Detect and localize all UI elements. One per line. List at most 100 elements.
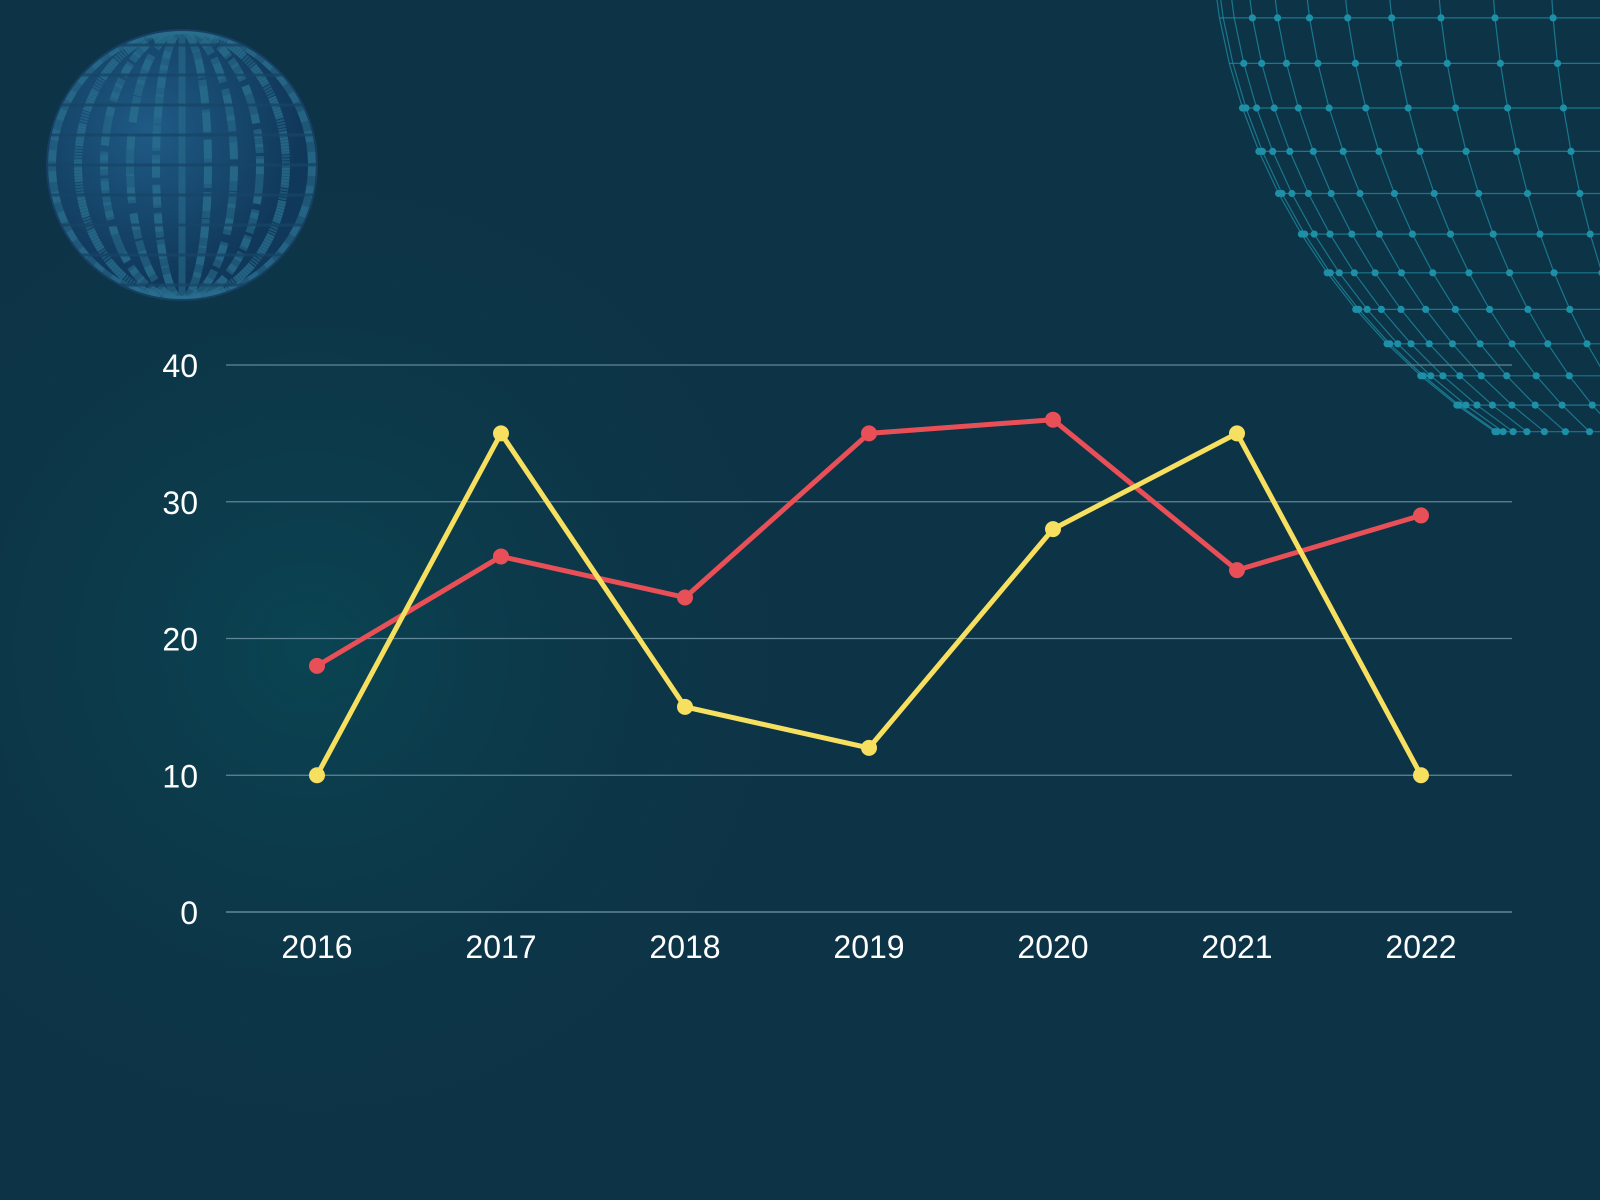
- series-1-point: [677, 589, 693, 606]
- mesh-node: [1351, 59, 1359, 67]
- mesh-node: [1253, 104, 1261, 112]
- x-tick-label: 2018: [649, 929, 720, 965]
- x-tick-label: 2016: [281, 929, 352, 965]
- mesh-node: [1503, 372, 1511, 380]
- mesh-node: [1549, 14, 1557, 22]
- y-tick-label: 20: [162, 622, 198, 658]
- series-1-point: [1229, 562, 1245, 579]
- mesh-node: [1550, 269, 1558, 277]
- mesh-node: [1446, 230, 1455, 238]
- y-tick-label: 40: [162, 348, 198, 384]
- mesh-node: [1576, 189, 1584, 198]
- mesh-node: [1513, 147, 1521, 155]
- mesh-node: [1278, 189, 1286, 198]
- mesh-node: [1540, 428, 1548, 436]
- mesh-node: [1419, 372, 1427, 380]
- mesh-node: [1506, 269, 1514, 277]
- mesh-node: [1362, 104, 1370, 112]
- mesh-node: [1588, 401, 1596, 409]
- mesh-node: [1240, 59, 1248, 67]
- series-2-point: [1413, 767, 1429, 784]
- mesh-node: [1465, 269, 1473, 277]
- mesh-node: [1475, 189, 1483, 198]
- mesh-node: [1448, 340, 1456, 348]
- mesh-node: [1509, 428, 1517, 436]
- mesh-node: [1386, 340, 1394, 348]
- mesh-node: [1536, 230, 1544, 238]
- mesh-node: [1499, 428, 1507, 436]
- series-2-point: [1229, 425, 1245, 442]
- mesh-node: [1248, 14, 1256, 22]
- mesh-node: [1339, 147, 1347, 155]
- mesh-node: [1473, 401, 1481, 409]
- mesh-node: [1566, 305, 1574, 313]
- mesh-node: [1371, 269, 1379, 277]
- circuit-globe-icon: [46, 29, 318, 301]
- mesh-node: [1585, 428, 1594, 436]
- mesh-node: [1427, 372, 1435, 380]
- mesh-node: [1559, 104, 1568, 112]
- x-tick-label: 2017: [465, 929, 536, 965]
- mesh-node: [1439, 372, 1447, 380]
- mesh-node: [1476, 340, 1484, 348]
- mesh-node: [1282, 59, 1291, 67]
- series-2-point: [677, 698, 693, 715]
- mesh-node: [1508, 401, 1516, 409]
- mesh-node: [1269, 147, 1277, 155]
- mesh-node: [1344, 14, 1352, 22]
- mesh-node: [1258, 59, 1266, 67]
- mesh-node: [1348, 230, 1356, 238]
- mesh-node: [1388, 14, 1396, 22]
- mesh-node: [1452, 104, 1460, 112]
- mesh-node: [1493, 428, 1501, 436]
- mesh-node: [1491, 14, 1499, 22]
- mesh-node: [1363, 305, 1371, 313]
- x-tick-label: 2021: [1201, 929, 1272, 965]
- mesh-node: [1407, 340, 1415, 348]
- mesh-node: [1422, 305, 1430, 313]
- mesh-node: [1488, 401, 1496, 409]
- mesh-node: [1583, 340, 1591, 348]
- x-tick-label: 2020: [1017, 929, 1088, 965]
- mesh-node: [1314, 59, 1322, 67]
- mesh-node: [1304, 189, 1312, 198]
- mesh-node: [1242, 104, 1250, 112]
- y-axis-ticks: 0 10 20 30 40: [162, 348, 198, 931]
- mesh-node: [1462, 147, 1470, 155]
- mesh-node: [1350, 269, 1358, 277]
- mesh-node: [1508, 340, 1516, 348]
- mesh-node: [1326, 230, 1334, 238]
- mesh-node: [1325, 104, 1333, 112]
- y-tick-label: 30: [162, 485, 198, 521]
- mesh-node: [1375, 147, 1383, 155]
- mesh-node: [1504, 104, 1512, 112]
- mesh-node: [1375, 230, 1383, 238]
- x-tick-label: 2022: [1385, 929, 1456, 965]
- mesh-node: [1395, 59, 1403, 67]
- mesh-node: [1496, 59, 1504, 67]
- mesh-node: [1561, 428, 1569, 436]
- mesh-node: [1531, 401, 1539, 409]
- x-axis-ticks: 2016 2017 2018 2019 2020 2021 2022: [281, 929, 1456, 965]
- y-tick-label: 10: [162, 758, 198, 794]
- series-2-point: [493, 425, 509, 442]
- mesh-node: [1408, 230, 1416, 238]
- mesh-node: [1553, 59, 1562, 67]
- mesh-node: [1305, 14, 1314, 22]
- mesh-node: [1270, 104, 1278, 112]
- mesh-node: [1443, 59, 1451, 67]
- mesh-node: [1462, 401, 1470, 409]
- mesh-node: [1486, 305, 1494, 313]
- mesh-node: [1544, 340, 1552, 348]
- mesh-node: [1394, 340, 1402, 348]
- mesh-node: [1558, 401, 1566, 409]
- mesh-node: [1258, 147, 1266, 155]
- series-2-point: [1045, 521, 1061, 538]
- mesh-node: [1430, 189, 1438, 198]
- mesh-node: [1455, 401, 1463, 409]
- globe-outline: [46, 29, 318, 301]
- mesh-node: [1397, 305, 1405, 313]
- mesh-node: [1451, 305, 1459, 313]
